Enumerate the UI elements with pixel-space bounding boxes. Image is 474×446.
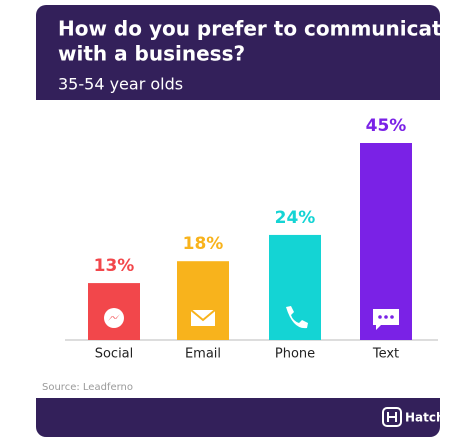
x-tick-label: Phone bbox=[275, 347, 315, 362]
icon bbox=[108, 314, 120, 321]
source: Source: Leadferno bbox=[42, 382, 133, 393]
bar bbox=[269, 234, 321, 340]
value-label: 45% bbox=[366, 116, 407, 136]
icon bbox=[378, 315, 382, 319]
brand-name: Hatch bbox=[405, 411, 445, 425]
icon bbox=[286, 306, 308, 329]
brand-logo bbox=[382, 407, 402, 427]
chart-subtitle: 35-54 year olds bbox=[58, 75, 183, 94]
chart-title: with a business? bbox=[58, 42, 245, 66]
icon bbox=[390, 315, 394, 319]
chart-title: How do you prefer to communicate bbox=[58, 17, 455, 41]
bar bbox=[360, 143, 412, 340]
value-label: 18% bbox=[183, 234, 224, 254]
icon bbox=[190, 309, 216, 322]
x-tick-label: Text bbox=[372, 347, 399, 362]
icon bbox=[373, 309, 399, 330]
x-tick-label: Email bbox=[185, 347, 221, 362]
value-label: 13% bbox=[94, 256, 135, 276]
value-label: 24% bbox=[275, 208, 316, 228]
icon bbox=[384, 315, 388, 319]
bar bbox=[177, 261, 229, 340]
x-tick-label: Social bbox=[95, 347, 134, 362]
brand-logo-mark bbox=[387, 412, 397, 422]
